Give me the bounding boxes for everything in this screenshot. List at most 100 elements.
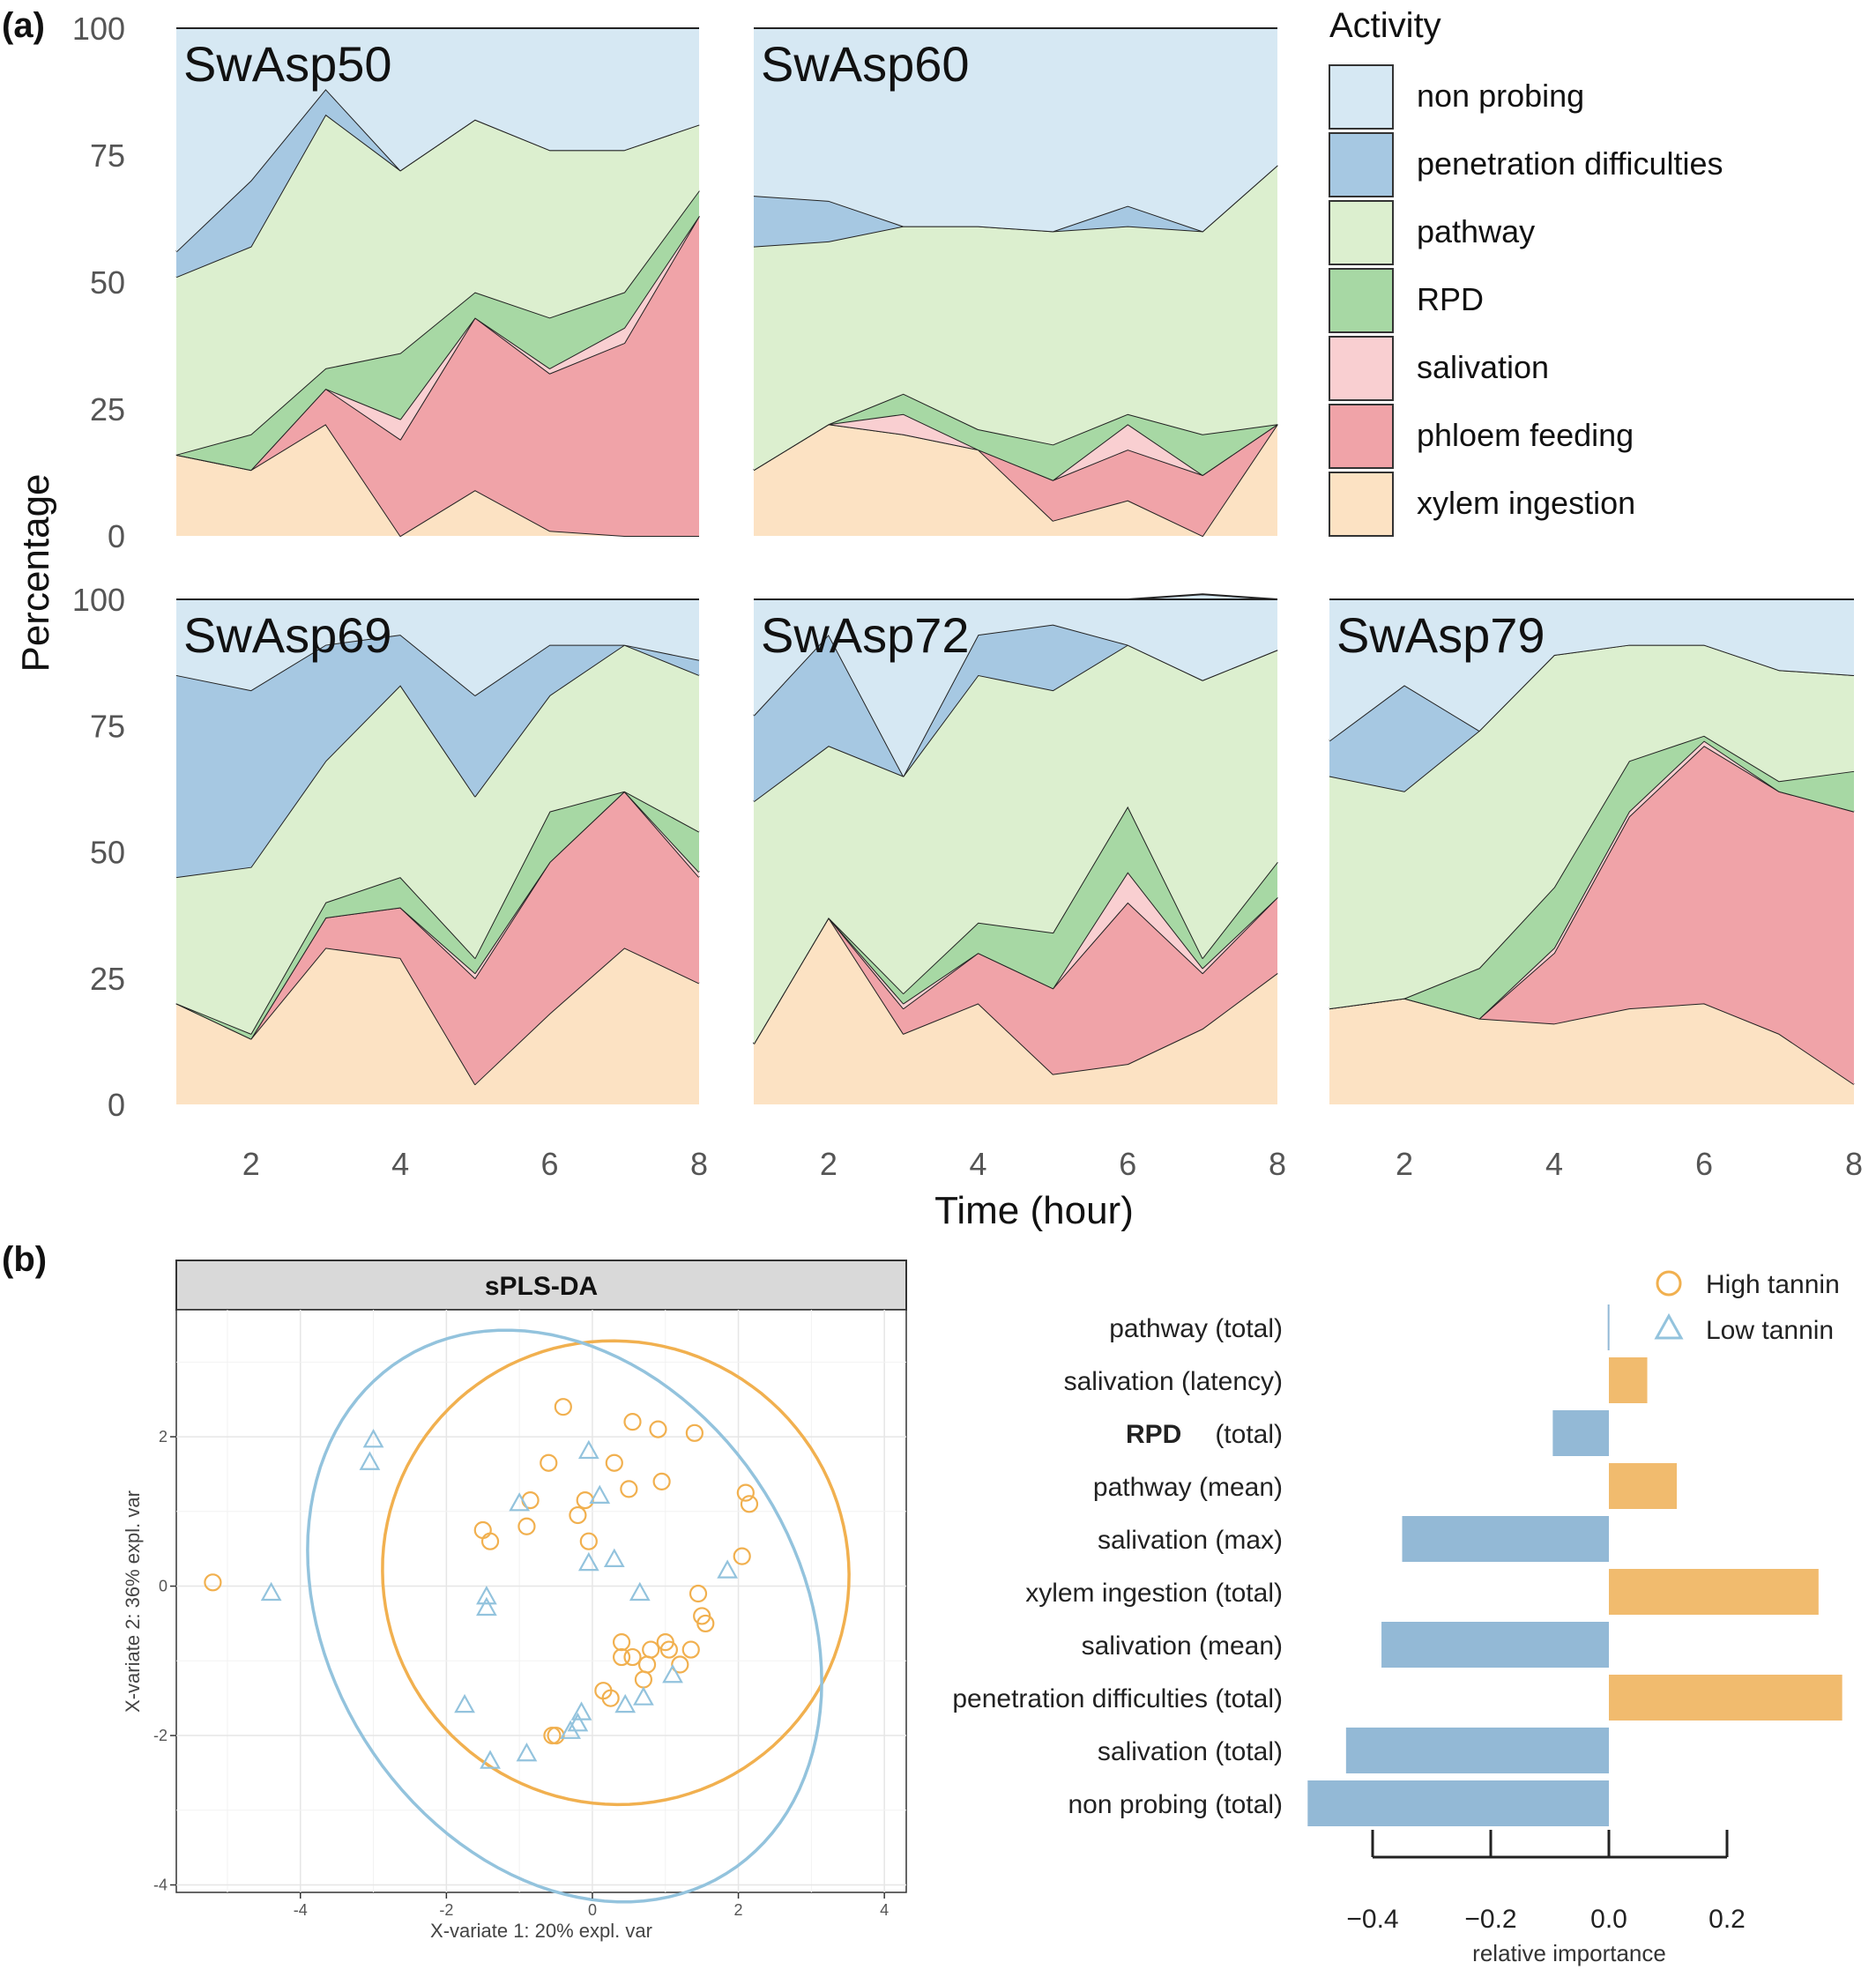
legend-label: xylem ingestion [1417, 485, 1635, 521]
facet-swasp72: SwAsp72 [753, 593, 1278, 1104]
facet-swasp79: SwAsp79 [1329, 598, 1855, 1104]
legend-swatch-xylem-ingestion [1329, 472, 1394, 537]
point-low-tannin [260, 1581, 282, 1602]
legend-label: pathway [1417, 213, 1535, 249]
x-tick-label: 8 [1845, 1146, 1863, 1182]
legend-label: RPD [1417, 281, 1484, 317]
point-high-tannin [736, 1483, 755, 1502]
splsda-tick-labels: -4 -2 0 2 4 -4 -2 0 2 [153, 1428, 889, 1919]
point-high-tannin [579, 1532, 598, 1550]
y-tick-label: -2 [153, 1727, 168, 1744]
facet-title: SwAsp50 [183, 36, 392, 92]
category-label-bold: RPD [1126, 1420, 1181, 1449]
point-high-tannin [740, 1495, 759, 1513]
y-tick-label: 2 [159, 1428, 168, 1446]
category-label: pathway (total) [1109, 1314, 1283, 1343]
point-low-tannin [567, 1713, 589, 1732]
x-tick-label: 4 [880, 1901, 889, 1919]
ellipse-low-tannin [306, 1328, 823, 1904]
x-tick-label: 2 [1396, 1146, 1413, 1182]
area-xylem-ingestion [176, 424, 699, 536]
x-tick-label: 6 [1695, 1146, 1713, 1182]
facet-title: SwAsp69 [183, 607, 392, 663]
legend-swatch-penetration-difficulties [1329, 132, 1394, 197]
facet-title: SwAsp72 [761, 607, 970, 663]
area-RPD [754, 393, 1277, 480]
area-pathway [176, 644, 699, 1034]
legend-swatch-salivation [1329, 336, 1394, 401]
splsda-points [204, 1398, 759, 1769]
splsda-x-label: X-variate 1: 20% expl. var [430, 1920, 652, 1942]
x-axis-label: Time (hour) [934, 1189, 1134, 1232]
x-tick-label: 6 [1119, 1146, 1136, 1182]
category-label: salivation (mean) [1082, 1631, 1283, 1661]
importance-tick-label: −0.2 [1464, 1905, 1516, 1934]
splsda-ellipses [306, 1328, 851, 1904]
point-low-tannin [454, 1693, 475, 1713]
importance-bars: pathway (total) salivation (latency) RPD (t… [952, 1304, 1842, 1826]
x-tick-label: 8 [1269, 1146, 1286, 1182]
x-tick-label: 6 [541, 1146, 559, 1182]
area-penetration-difficulties [754, 624, 1277, 802]
splsda-strip [175, 1260, 907, 1311]
area-salivation [754, 872, 1277, 1044]
point-high-tannin [623, 1647, 642, 1667]
facet-swasp60: SwAsp60 [753, 27, 1278, 537]
y-tick-label: 25 [90, 961, 125, 997]
point-high-tannin [554, 1398, 572, 1416]
category-label: salivation (max) [1098, 1526, 1283, 1555]
point-high-tannin [652, 1472, 671, 1491]
point-high-tannin [649, 1420, 667, 1438]
point-low-tannin [717, 1559, 739, 1579]
x-tick-label: 2 [820, 1146, 838, 1182]
y-tick-label: 75 [90, 708, 125, 744]
x-tick-label: 0 [588, 1901, 597, 1919]
importance-bar [1345, 1728, 1609, 1773]
point-low-tannin [480, 1750, 501, 1769]
importance-bar [1609, 1357, 1648, 1403]
y-tick-label: 100 [72, 11, 125, 47]
category-label-rest: (total) [1215, 1420, 1283, 1449]
point-low-tannin [509, 1492, 531, 1512]
y-tick-label: 0 [108, 1087, 125, 1123]
point-high-tannin [733, 1547, 751, 1565]
importance-bar [1402, 1516, 1609, 1562]
point-low-tannin [359, 1451, 381, 1470]
importance-bar [1607, 1304, 1610, 1350]
ellipse-high-tannin [381, 1339, 851, 1807]
point-low-tannin [560, 1720, 581, 1739]
point-high-tannin [480, 1532, 500, 1550]
point-high-tannin [543, 1726, 562, 1745]
point-low-tannin [629, 1581, 651, 1602]
area-non-probing [1329, 599, 1854, 741]
area-penetration-difficulties [176, 635, 699, 878]
legend-title: Activity [1329, 6, 1441, 45]
area-salivation [754, 413, 1277, 480]
point-high-tannin [569, 1505, 587, 1525]
category-label: RPD (total) [1126, 1420, 1283, 1449]
point-low-tannin [577, 1551, 599, 1572]
point-high-tannin [612, 1647, 631, 1667]
splsda-title: sPLS-DA [485, 1272, 598, 1301]
area-xylem-ingestion [754, 424, 1277, 536]
area-phloem-feeding [176, 216, 699, 536]
legend-label: salivation [1417, 349, 1549, 385]
y-tick-labels: 0 25 50 75 100 0 25 50 75 100 [72, 11, 125, 1123]
y-tick-label: 100 [72, 582, 125, 618]
y-tick-label: 0 [108, 518, 125, 554]
legend-label: phloem feeding [1417, 417, 1634, 453]
point-high-tannin [689, 1584, 708, 1603]
panel-label-a: (a) [2, 6, 45, 45]
legend-label: non probing [1417, 78, 1584, 114]
legend-marker-low [1654, 1312, 1684, 1340]
legend-swatch-RPD [1329, 268, 1394, 333]
importance-tick-label: 0.2 [1708, 1905, 1746, 1934]
importance-bar [1381, 1622, 1609, 1668]
point-low-tannin [662, 1663, 683, 1683]
y-tick-label: 0 [159, 1578, 168, 1595]
area-RPD [754, 806, 1277, 1044]
facet-swasp69: SwAsp69 [175, 598, 700, 1104]
x-tick-label: -2 [439, 1901, 453, 1919]
importance-bar [1609, 1463, 1678, 1509]
